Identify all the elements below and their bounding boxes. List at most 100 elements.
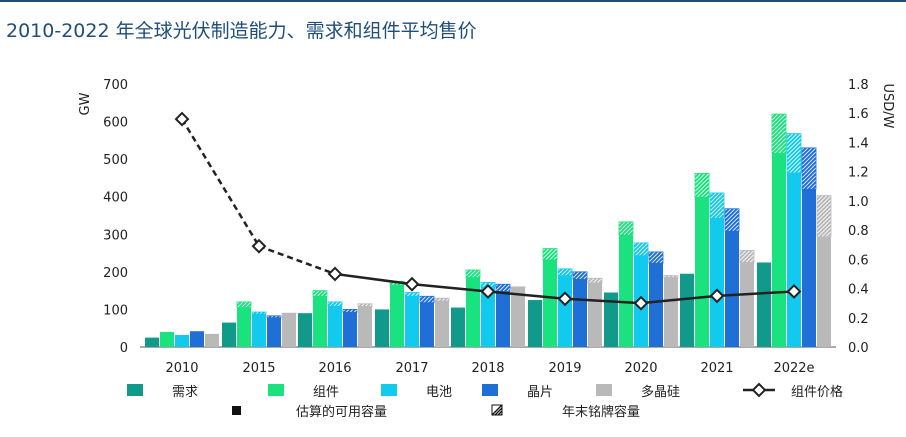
hatch-stripe	[652, 253, 663, 264]
hatch-stripe	[649, 251, 655, 257]
hatch-stripe	[697, 186, 709, 198]
bar-nameplate-多晶硅	[663, 275, 679, 278]
price-line-segment	[180, 118, 261, 247]
bar-组件	[619, 235, 633, 347]
right-tick-label: 1.4	[848, 136, 869, 151]
hatch-stripe	[802, 153, 816, 169]
bar-晶片	[496, 291, 510, 347]
hatch-outline	[786, 133, 802, 174]
hatch-stripe	[435, 298, 441, 302]
hatch-stripe	[597, 279, 602, 284]
bar-晶片	[267, 317, 281, 347]
hatch-bg	[588, 278, 602, 284]
hatch-stripe	[710, 198, 724, 214]
price-line-segment	[258, 245, 336, 276]
hatch-stripe	[543, 248, 545, 250]
bar-nameplate-晶片	[648, 251, 664, 264]
bar-多晶硅	[740, 262, 754, 347]
hatch-stripe	[466, 269, 476, 278]
bar-nameplate-晶片	[724, 208, 740, 232]
bar-需求	[604, 292, 618, 347]
hatch-stripe	[473, 271, 480, 278]
bar-nameplate-电池	[404, 292, 420, 297]
hatch-stripe	[267, 315, 269, 317]
bar-nameplate-晶片	[801, 147, 817, 190]
hatch-stripe	[313, 290, 315, 292]
hatch-stripe	[695, 178, 709, 195]
legend-diamond	[751, 382, 767, 398]
hatch-stripe	[546, 249, 557, 260]
hatch-stripe	[701, 190, 709, 198]
title-bar: 2010-2022 年全球光伏制造能力、需求和组件平均售价	[0, 0, 906, 44]
hatch-stripe	[772, 127, 786, 143]
bar-多晶硅	[664, 277, 678, 347]
bar-多晶硅	[282, 313, 296, 347]
hatch-outline	[801, 147, 817, 190]
hatch-outline	[572, 271, 588, 280]
hatch-stripe	[811, 185, 816, 190]
hatch-stripe	[817, 208, 831, 225]
bar-nameplate-多晶硅	[357, 303, 373, 307]
bar-nameplate-组件	[694, 173, 710, 198]
hatch-stripe	[668, 275, 674, 278]
hatch-stripe	[466, 269, 472, 275]
bar-需求	[528, 300, 542, 347]
bar-组件	[543, 259, 557, 347]
hatch-stripe	[725, 208, 731, 214]
left-tick-label: 500	[103, 153, 128, 168]
legend-note-label: 估算的可用容量	[296, 404, 387, 420]
price-line-segment	[716, 290, 795, 298]
hatch-stripe	[256, 312, 262, 314]
price-line-segment	[487, 290, 566, 301]
left-tick-label: 600	[103, 116, 128, 131]
hatch-stripe	[787, 133, 797, 143]
right-tick-label: 1.0	[848, 195, 869, 210]
hatch-stripe	[740, 250, 742, 252]
bar-电池	[175, 334, 189, 347]
left-tick-label: 200	[103, 266, 128, 281]
x-tick-label: 2021	[700, 361, 733, 376]
hatch-bg	[237, 301, 251, 308]
hatch-stripe	[496, 284, 502, 289]
hatch-stripe	[420, 296, 426, 301]
hatch-stripe	[719, 214, 724, 219]
price-line-segment	[334, 272, 413, 286]
bar-nameplate-晶片	[419, 295, 435, 304]
hatch-stripe	[483, 282, 491, 287]
hatch-outline	[739, 250, 755, 263]
hatch-outline	[312, 290, 328, 297]
hatch-outline	[557, 268, 573, 277]
price-point	[404, 276, 420, 292]
hatch-outline	[342, 309, 358, 313]
hatch-outline	[663, 275, 679, 278]
hatch-stripe	[543, 248, 553, 258]
bar-电池	[787, 173, 801, 347]
hatch-stripe	[817, 196, 831, 213]
price-point	[633, 295, 649, 311]
bar-组件	[313, 296, 327, 347]
hatch-stripe	[742, 251, 754, 263]
x-tick-label: 2019	[548, 361, 581, 376]
legend-label: 电池	[426, 385, 452, 400]
left-axis-label: GW	[78, 92, 93, 115]
hatch-stripe	[725, 208, 735, 218]
hatch-stripe	[772, 135, 786, 151]
right-tick-label: 1.2	[848, 166, 869, 181]
hatch-stripe	[664, 275, 666, 277]
hatch-stripe	[817, 204, 831, 221]
hatch-stripe	[420, 296, 430, 303]
right-tick-label: 0.8	[848, 224, 869, 239]
bar-组件	[466, 277, 480, 347]
hatch-stripe	[710, 192, 720, 202]
bar-nameplate-晶片	[266, 315, 282, 319]
price-point	[709, 288, 725, 304]
chart-axes: 0 100 200 300 400 500 600 700 0.0 0.2 0.4 0.6 0.8 1.0…	[78, 78, 895, 376]
bar-晶片	[649, 263, 663, 347]
hatch-outline	[357, 303, 373, 307]
hatch-stripe	[787, 133, 789, 135]
hatch-stripe	[361, 303, 368, 307]
hatch-stripe	[772, 114, 782, 123]
price-line-segment	[411, 282, 489, 293]
right-tick-label: 0.2	[848, 312, 869, 327]
hatch-stripe	[543, 248, 549, 254]
